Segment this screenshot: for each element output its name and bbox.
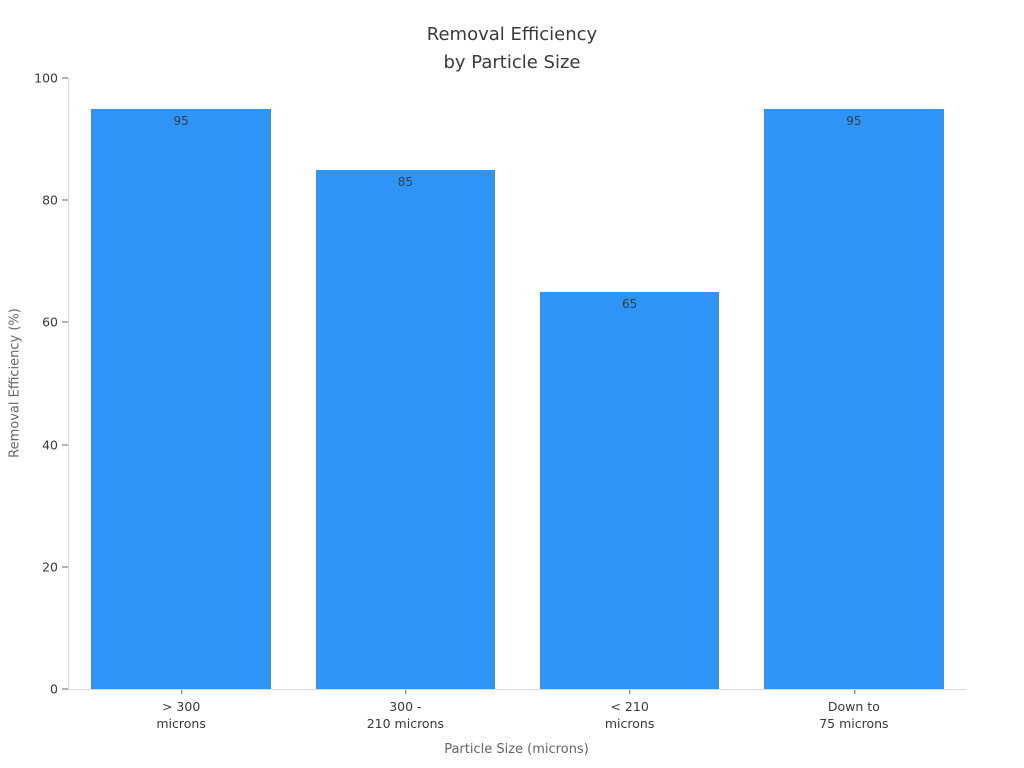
y-tick-label: 0 bbox=[50, 681, 58, 697]
chart-title: Removal Efficiency by Particle Size bbox=[426, 24, 598, 73]
y-tick-mark bbox=[62, 77, 68, 79]
x-tick-label: > 300 microns bbox=[156, 689, 206, 732]
y-tick: 40 bbox=[42, 437, 69, 452]
bar: 65 bbox=[539, 291, 720, 689]
bar-value-label: 85 bbox=[397, 174, 413, 189]
y-tick: 60 bbox=[42, 315, 69, 330]
y-tick-label: 100 bbox=[34, 70, 58, 86]
y-tick-mark bbox=[62, 444, 68, 446]
bar-value-label: 95 bbox=[846, 113, 862, 128]
y-tick-mark bbox=[62, 688, 68, 690]
y-tick-mark bbox=[62, 566, 68, 568]
bar-value-label: 95 bbox=[173, 113, 189, 128]
x-axis-label: Particle Size (microns) bbox=[444, 742, 589, 757]
x-tick-label: 300 - 210 microns bbox=[367, 689, 444, 732]
y-tick-label: 80 bbox=[42, 192, 58, 208]
bar: 85 bbox=[315, 169, 496, 689]
bar-slot: 95 bbox=[69, 78, 293, 689]
bar-value-label: 65 bbox=[621, 296, 638, 311]
y-tick-mark bbox=[62, 321, 68, 323]
y-tick: 100 bbox=[34, 71, 69, 86]
bar: 95 bbox=[764, 108, 944, 689]
y-tick-label: 60 bbox=[42, 314, 58, 330]
bar: 95 bbox=[91, 108, 271, 689]
x-tick-label: Down to 75 microns bbox=[819, 689, 889, 732]
bar-slot: 85 bbox=[293, 78, 517, 689]
bar-slot: 65 bbox=[518, 78, 742, 689]
y-tick: 80 bbox=[42, 193, 69, 208]
x-tick-mark bbox=[853, 690, 855, 694]
x-tick-label: < 210 microns bbox=[605, 689, 654, 732]
x-tick-mark bbox=[629, 690, 631, 694]
y-tick-label: 20 bbox=[42, 559, 58, 575]
plot-area: 95 85 65 95 0 20 40 60 80 100 > 300 microns 300 -… bbox=[34, 71, 966, 731]
y-tick-label: 40 bbox=[42, 437, 58, 453]
x-tick-mark bbox=[405, 690, 407, 694]
y-axis-label: Removal Efficiency (%) bbox=[7, 308, 23, 458]
bars-container: 95 85 65 95 bbox=[69, 78, 966, 689]
y-tick: 20 bbox=[42, 559, 69, 574]
y-tick: 0 bbox=[50, 682, 69, 697]
x-tick-mark bbox=[181, 690, 183, 694]
bar-slot: 95 bbox=[742, 78, 966, 689]
y-tick-mark bbox=[62, 199, 68, 201]
